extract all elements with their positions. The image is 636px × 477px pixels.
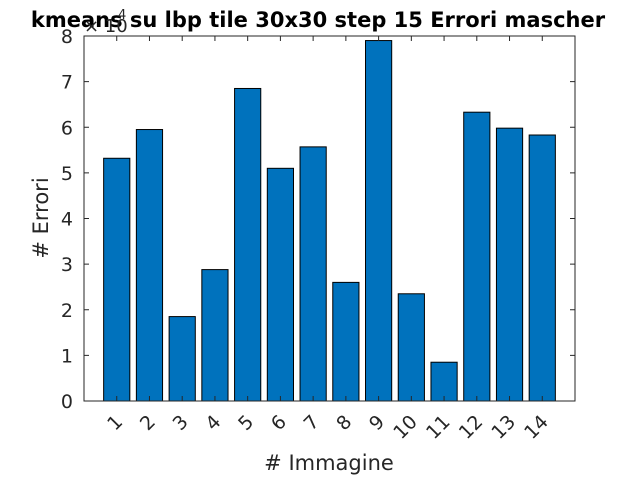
y-tick-label: 2	[61, 300, 73, 322]
y-tick-label: 7	[61, 72, 73, 94]
bar-3	[168, 316, 196, 402]
bar-9	[365, 40, 393, 402]
bar-11	[430, 361, 458, 402]
bar-6	[266, 167, 294, 402]
chart-title: kmeans su lbp tile 30x30 step 15 Errori …	[31, 8, 606, 32]
y-multiplier: × 10 4	[84, 8, 128, 37]
bar-10	[397, 293, 425, 402]
y-ticks-group: 0 1 2 3 4 5 6 7 8	[61, 26, 575, 413]
y-multiplier-base: × 10	[84, 16, 128, 37]
bar-14	[528, 134, 556, 402]
y-tick-label: 8	[61, 26, 73, 48]
bar-5	[234, 87, 262, 402]
y-tick-label: 6	[61, 117, 73, 139]
y-tick-label: 0	[61, 391, 73, 413]
y-tick-label: 1	[61, 345, 73, 367]
bar-13	[495, 127, 524, 402]
bar-2	[135, 129, 164, 402]
bar-8	[332, 281, 360, 402]
bar-1	[103, 157, 131, 402]
bar-12	[463, 111, 491, 402]
x-axis-label: # Immagine	[264, 451, 394, 475]
y-tick-label: 3	[61, 254, 73, 276]
bar-7	[299, 146, 327, 402]
bar-4	[201, 269, 229, 402]
y-multiplier-exponent: 4	[118, 8, 126, 23]
y-tick-label: 5	[61, 163, 73, 185]
y-tick-label: 4	[61, 209, 73, 231]
bars-group	[103, 40, 556, 402]
y-axis-label: # Errori	[29, 177, 53, 258]
